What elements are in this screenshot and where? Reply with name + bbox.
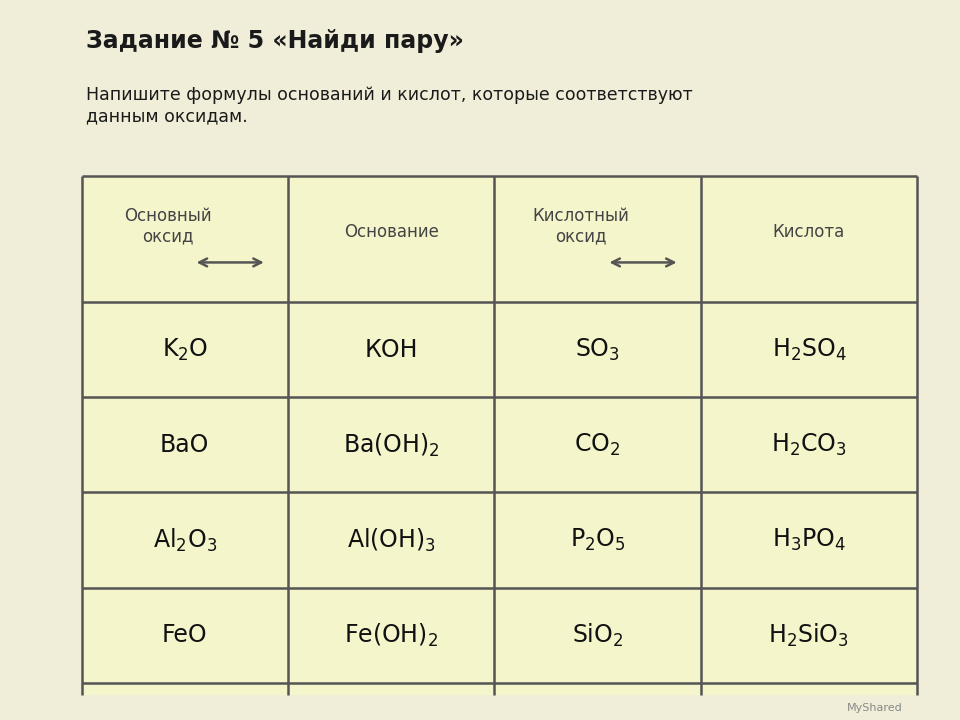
Text: Задание № 5 «Найди пару»: Задание № 5 «Найди пару» [86, 29, 465, 53]
Text: Напишите формулы оснований и кислот, которые соответствуют
данным оксидам.: Напишите формулы оснований и кислот, кот… [86, 86, 693, 125]
Text: SiO$_2$: SiO$_2$ [572, 621, 623, 649]
Bar [82, 176, 917, 695]
Text: MyShared: MyShared [847, 703, 902, 713]
Text: КОН: КОН [365, 338, 418, 362]
Text: Fe(OH)$_2$: Fe(OH)$_2$ [345, 621, 438, 649]
Text: H$_3$PO$_4$: H$_3$PO$_4$ [772, 527, 846, 553]
Text: Кислота: Кислота [773, 223, 845, 241]
Text: P$_2$O$_5$: P$_2$O$_5$ [570, 527, 625, 553]
Text: Основный
оксид: Основный оксид [125, 207, 212, 246]
Text: Al(OH)$_3$: Al(OH)$_3$ [347, 526, 436, 554]
Text: Ba(OH)$_2$: Ba(OH)$_2$ [343, 431, 440, 459]
Text: Al$_2$O$_3$: Al$_2$O$_3$ [153, 526, 217, 554]
Text: H$_2$CO$_3$: H$_2$CO$_3$ [771, 432, 847, 458]
Text: SO$_3$: SO$_3$ [575, 337, 620, 363]
Text: Основание: Основание [344, 223, 439, 241]
Text: CO$_2$: CO$_2$ [574, 432, 621, 458]
Text: Кислотный
оксид: Кислотный оксид [533, 207, 630, 246]
Text: H$_2$SiO$_3$: H$_2$SiO$_3$ [768, 621, 850, 649]
Text: FeO: FeO [162, 623, 207, 647]
Text: K$_2$O: K$_2$O [161, 337, 208, 363]
Text: BaO: BaO [160, 433, 209, 457]
Text: H$_2$SO$_4$: H$_2$SO$_4$ [772, 337, 846, 363]
Bar [891, 176, 917, 299]
